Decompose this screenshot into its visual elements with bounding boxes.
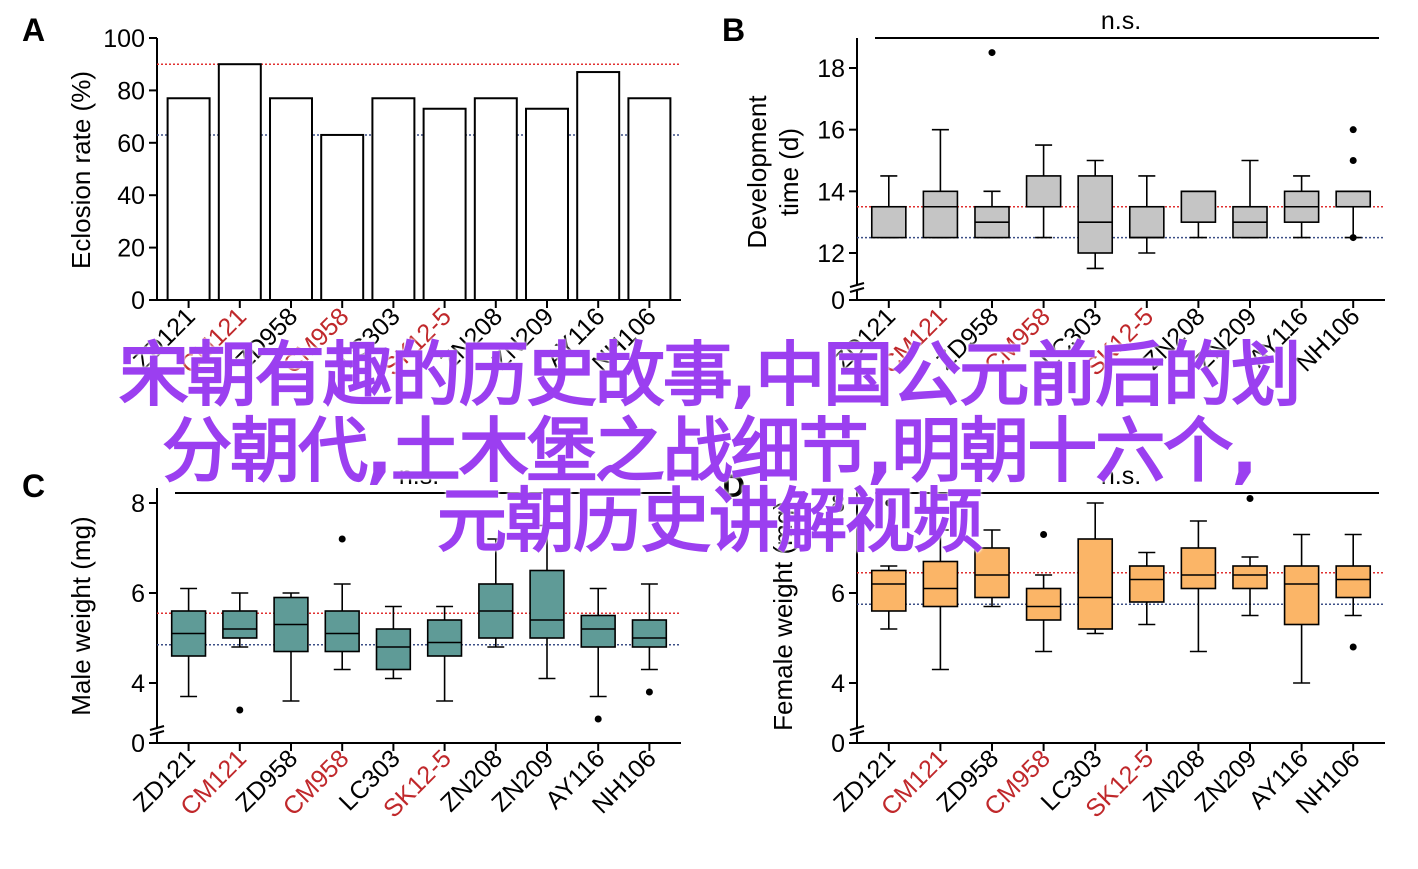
y-tick-label: 6 — [131, 580, 145, 608]
y-tick-label: 0 — [831, 287, 845, 315]
y-tick-label: 0 — [131, 287, 145, 315]
watermark-line-1: 宋朝有趣的历史故事,中国公元前后的划 — [118, 334, 1302, 416]
box — [1077, 175, 1114, 254]
box — [870, 569, 907, 612]
panel-b-ylabel-line2: time (d) — [774, 128, 804, 216]
panel-c: C Male weight (mg) — [22, 468, 96, 716]
y-tick-label: 14 — [817, 178, 845, 206]
outlier-point — [885, 499, 893, 507]
significance-label: n.s. — [1101, 462, 1141, 490]
y-tick-label: 8 — [131, 490, 145, 518]
y-tick-label: 4 — [131, 670, 145, 698]
panel-b-plot: 012141618n.s.ZD121CM121ZD958CM958LC303SK… — [817, 7, 1385, 381]
box — [1077, 538, 1114, 630]
panel-b-letter: B — [722, 12, 745, 48]
panel-a-plot: 020406080100ZD121CM121ZD958CM958LC303SK1… — [103, 25, 681, 381]
y-tick-label: 6 — [831, 580, 845, 608]
box — [1180, 547, 1217, 590]
bar — [269, 97, 313, 302]
panel-a-ylabel: Eclosion rate (%) — [66, 71, 96, 269]
box — [222, 610, 258, 639]
box — [1335, 565, 1372, 599]
bar — [422, 107, 467, 301]
bar — [525, 107, 569, 301]
box — [1025, 175, 1062, 208]
axis-break-mark — [849, 725, 865, 731]
y-tick-label: 40 — [117, 182, 145, 210]
bar — [371, 97, 416, 302]
box — [426, 619, 463, 657]
y-tick-label: 8 — [831, 490, 845, 518]
bar — [217, 63, 262, 301]
outlier-point — [1349, 126, 1357, 134]
outlier-point — [1246, 495, 1254, 502]
y-tick-label: 80 — [117, 77, 145, 105]
outlier-point — [988, 49, 996, 57]
panel-c-ylabel: Male weight (mg) — [66, 516, 96, 715]
watermark-line-3: 元朝历史讲解视频 — [437, 480, 983, 562]
bar — [576, 71, 621, 301]
box — [1025, 587, 1062, 621]
box — [375, 628, 412, 671]
outlier-point — [338, 535, 346, 543]
axis-break-mark — [849, 730, 865, 736]
axis-break-mark — [149, 725, 165, 731]
panel-d-letter: D — [722, 468, 745, 504]
bar — [473, 97, 518, 302]
watermark-line-2: 分朝代,土木堡之战细节,明朝十六个, — [162, 410, 1258, 492]
axis-break-mark — [149, 730, 165, 736]
panel-d: D Female weight (mg) — [722, 468, 798, 731]
significance-label: n.s. — [399, 462, 439, 490]
panel-a-letter: A — [22, 12, 45, 48]
box — [631, 619, 668, 648]
y-tick-label: 16 — [817, 117, 845, 145]
y-tick-label: 60 — [117, 130, 145, 158]
axis-break-mark — [849, 282, 865, 288]
axis-break-mark — [849, 287, 865, 293]
bar — [166, 97, 211, 302]
y-tick-label: 0 — [831, 730, 845, 758]
outlier-point — [1040, 531, 1048, 538]
y-tick-label: 4 — [831, 670, 845, 698]
box — [1180, 190, 1217, 223]
panel-d-ylabel: Female weight (mg) — [768, 501, 798, 731]
y-tick-label: 12 — [817, 240, 845, 268]
box — [922, 560, 959, 608]
outlier-point — [1349, 157, 1357, 164]
panel-b-ylabel-line1: Development — [742, 95, 772, 249]
bar — [320, 133, 365, 301]
outlier-point — [236, 706, 244, 714]
box — [529, 569, 565, 639]
box — [580, 614, 616, 648]
outlier-point — [645, 688, 653, 696]
box — [870, 205, 907, 239]
y-tick-label: 20 — [117, 235, 145, 263]
box — [1232, 565, 1268, 590]
box — [1128, 565, 1165, 603]
box — [1283, 565, 1320, 626]
panel-a: A Eclosion rate (%) — [22, 12, 96, 269]
box — [1128, 205, 1165, 239]
outlier-point — [594, 715, 602, 723]
box — [974, 547, 1010, 599]
bar — [627, 97, 672, 302]
outlier-point — [1349, 234, 1357, 242]
panel-c-letter: C — [22, 468, 45, 504]
panel-b: B Development time (d) — [722, 12, 804, 249]
box — [922, 190, 959, 239]
y-tick-label: 100 — [103, 25, 145, 53]
box — [1335, 190, 1372, 208]
significance-label: n.s. — [1101, 7, 1141, 35]
y-tick-label: 0 — [131, 730, 145, 758]
box — [324, 610, 360, 653]
y-tick-label: 18 — [817, 55, 845, 83]
outlier-point — [1349, 643, 1357, 651]
